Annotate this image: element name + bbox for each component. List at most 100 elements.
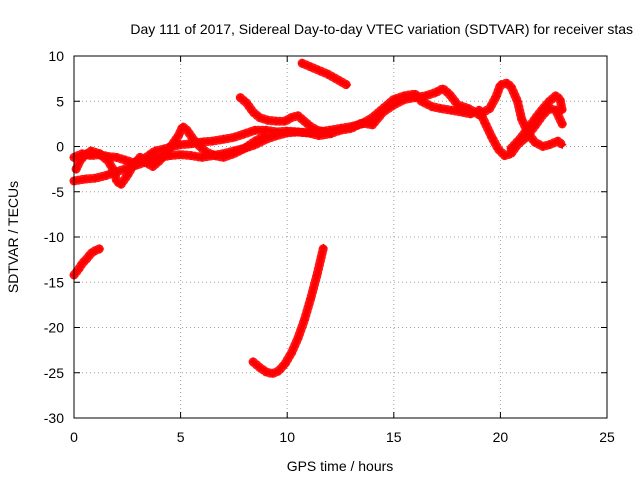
point-track-1-38	[436, 104, 445, 113]
point-track-2-52	[558, 140, 567, 149]
point-track-2-34	[432, 88, 441, 97]
point-track-2-11	[187, 151, 196, 160]
y-tick-label--20: -20	[44, 320, 64, 336]
point-track-2-12	[197, 153, 206, 162]
point-track-2-32	[411, 93, 420, 102]
point-track-9-2	[524, 124, 533, 133]
point-track-7-8	[300, 316, 309, 325]
point-track-2-29	[379, 108, 388, 117]
point-track-4-6	[281, 117, 290, 126]
point-track-3-22	[202, 147, 211, 156]
point-track-2-42	[496, 80, 505, 89]
x-tick-label-15: 15	[386, 429, 402, 445]
y-tick-label--5: -5	[52, 184, 65, 200]
chart-title: Day 111 of 2017, Sidereal Day-to-day VTE…	[130, 21, 633, 37]
point-track-9-0	[507, 144, 516, 153]
point-track-4-8	[293, 111, 302, 120]
point-track-3-12	[142, 158, 151, 167]
point-track-9-8	[558, 106, 567, 115]
point-track-3-3	[87, 147, 96, 156]
point-track-8-2	[487, 133, 496, 142]
point-track-5-3	[323, 70, 332, 79]
y-tick-label-0: 0	[56, 139, 64, 155]
point-track-9-7	[556, 95, 565, 104]
point-track-8-12	[558, 119, 567, 128]
y-tick-label--25: -25	[44, 365, 64, 381]
point-track-2-50	[545, 140, 554, 149]
point-track-5-0	[298, 59, 307, 68]
point-track-2-3	[101, 171, 110, 180]
point-track-1-20	[251, 126, 260, 135]
series-markers-track-7	[248, 243, 328, 379]
point-track-3-0	[72, 165, 81, 174]
point-track-3-18	[178, 122, 187, 131]
point-track-2-51	[553, 137, 562, 146]
point-track-5-4	[330, 73, 339, 82]
point-track-7-7	[293, 334, 302, 343]
point-track-3-9	[123, 171, 132, 180]
point-track-9-1	[515, 135, 524, 144]
point-track-4-2	[249, 108, 258, 117]
x-tick-label-20: 20	[493, 429, 509, 445]
point-track-2-46	[517, 115, 526, 124]
point-track-7-0	[249, 357, 258, 366]
x-axis-label: GPS time / hours	[287, 458, 394, 474]
point-track-2-38	[464, 104, 473, 113]
point-track-4-0	[236, 93, 245, 102]
point-track-1-6	[121, 156, 130, 165]
point-track-9-5	[545, 97, 554, 106]
point-track-3-10	[129, 160, 138, 169]
point-track-7-5	[281, 359, 290, 368]
y-axis-label: SDTVAR / TECUs	[5, 181, 21, 293]
point-track-2-36	[445, 90, 454, 99]
x-tick-label-0: 0	[70, 429, 78, 445]
point-track-2-25	[336, 126, 345, 135]
point-track-1-19	[240, 129, 249, 138]
point-track-7-6	[287, 348, 296, 357]
point-track-2-27	[357, 118, 366, 127]
point-track-5-2	[315, 66, 324, 75]
point-track-3-11	[136, 153, 145, 162]
point-track-3-7	[112, 176, 121, 185]
point-track-5-1	[306, 62, 315, 71]
point-track-4-4	[264, 116, 273, 125]
point-track-7-11	[319, 243, 328, 252]
point-track-5-6	[342, 80, 351, 89]
point-track-2-1	[80, 175, 89, 184]
y-tick-label-10: 10	[48, 48, 64, 64]
point-track-3-5	[104, 156, 113, 165]
point-track-3-24	[219, 153, 228, 162]
point-track-3-4	[95, 149, 104, 158]
point-track-3-19	[182, 126, 191, 135]
point-track-4-3	[255, 113, 264, 122]
x-tick-label-5: 5	[177, 429, 185, 445]
point-track-2-19	[272, 131, 281, 140]
point-track-8-4	[500, 151, 509, 160]
point-track-1-18	[229, 133, 238, 142]
point-track-7-1	[255, 363, 264, 372]
point-track-4-11	[313, 126, 322, 135]
point-track-2-26	[347, 124, 356, 133]
axis-ticks: 0 5 10 15 20 25 -30 -25 -20 -15 -10 -5 0 5 10	[44, 48, 615, 445]
point-track-8-1	[481, 119, 490, 128]
point-track-2-33	[421, 91, 430, 100]
point-track-3-8	[116, 180, 125, 189]
y-tick-label--15: -15	[44, 274, 64, 290]
point-track-2-10	[176, 150, 185, 159]
data-series	[69, 58, 567, 379]
point-track-2-44	[507, 82, 516, 91]
point-track-2-30	[389, 100, 398, 109]
point-track-1-16	[208, 137, 217, 146]
point-track-7-9	[306, 294, 315, 303]
point-track-3-23	[210, 151, 219, 160]
point-track-4-12	[321, 128, 330, 137]
point-track-6-1	[74, 265, 83, 274]
point-track-2-41	[492, 92, 501, 101]
point-track-9-3	[532, 112, 541, 121]
y-tick-label-5: 5	[56, 93, 64, 109]
point-track-2-31	[400, 95, 409, 104]
point-track-1-17	[219, 135, 228, 144]
point-track-1-13	[176, 140, 185, 149]
point-track-4-7	[287, 113, 296, 122]
